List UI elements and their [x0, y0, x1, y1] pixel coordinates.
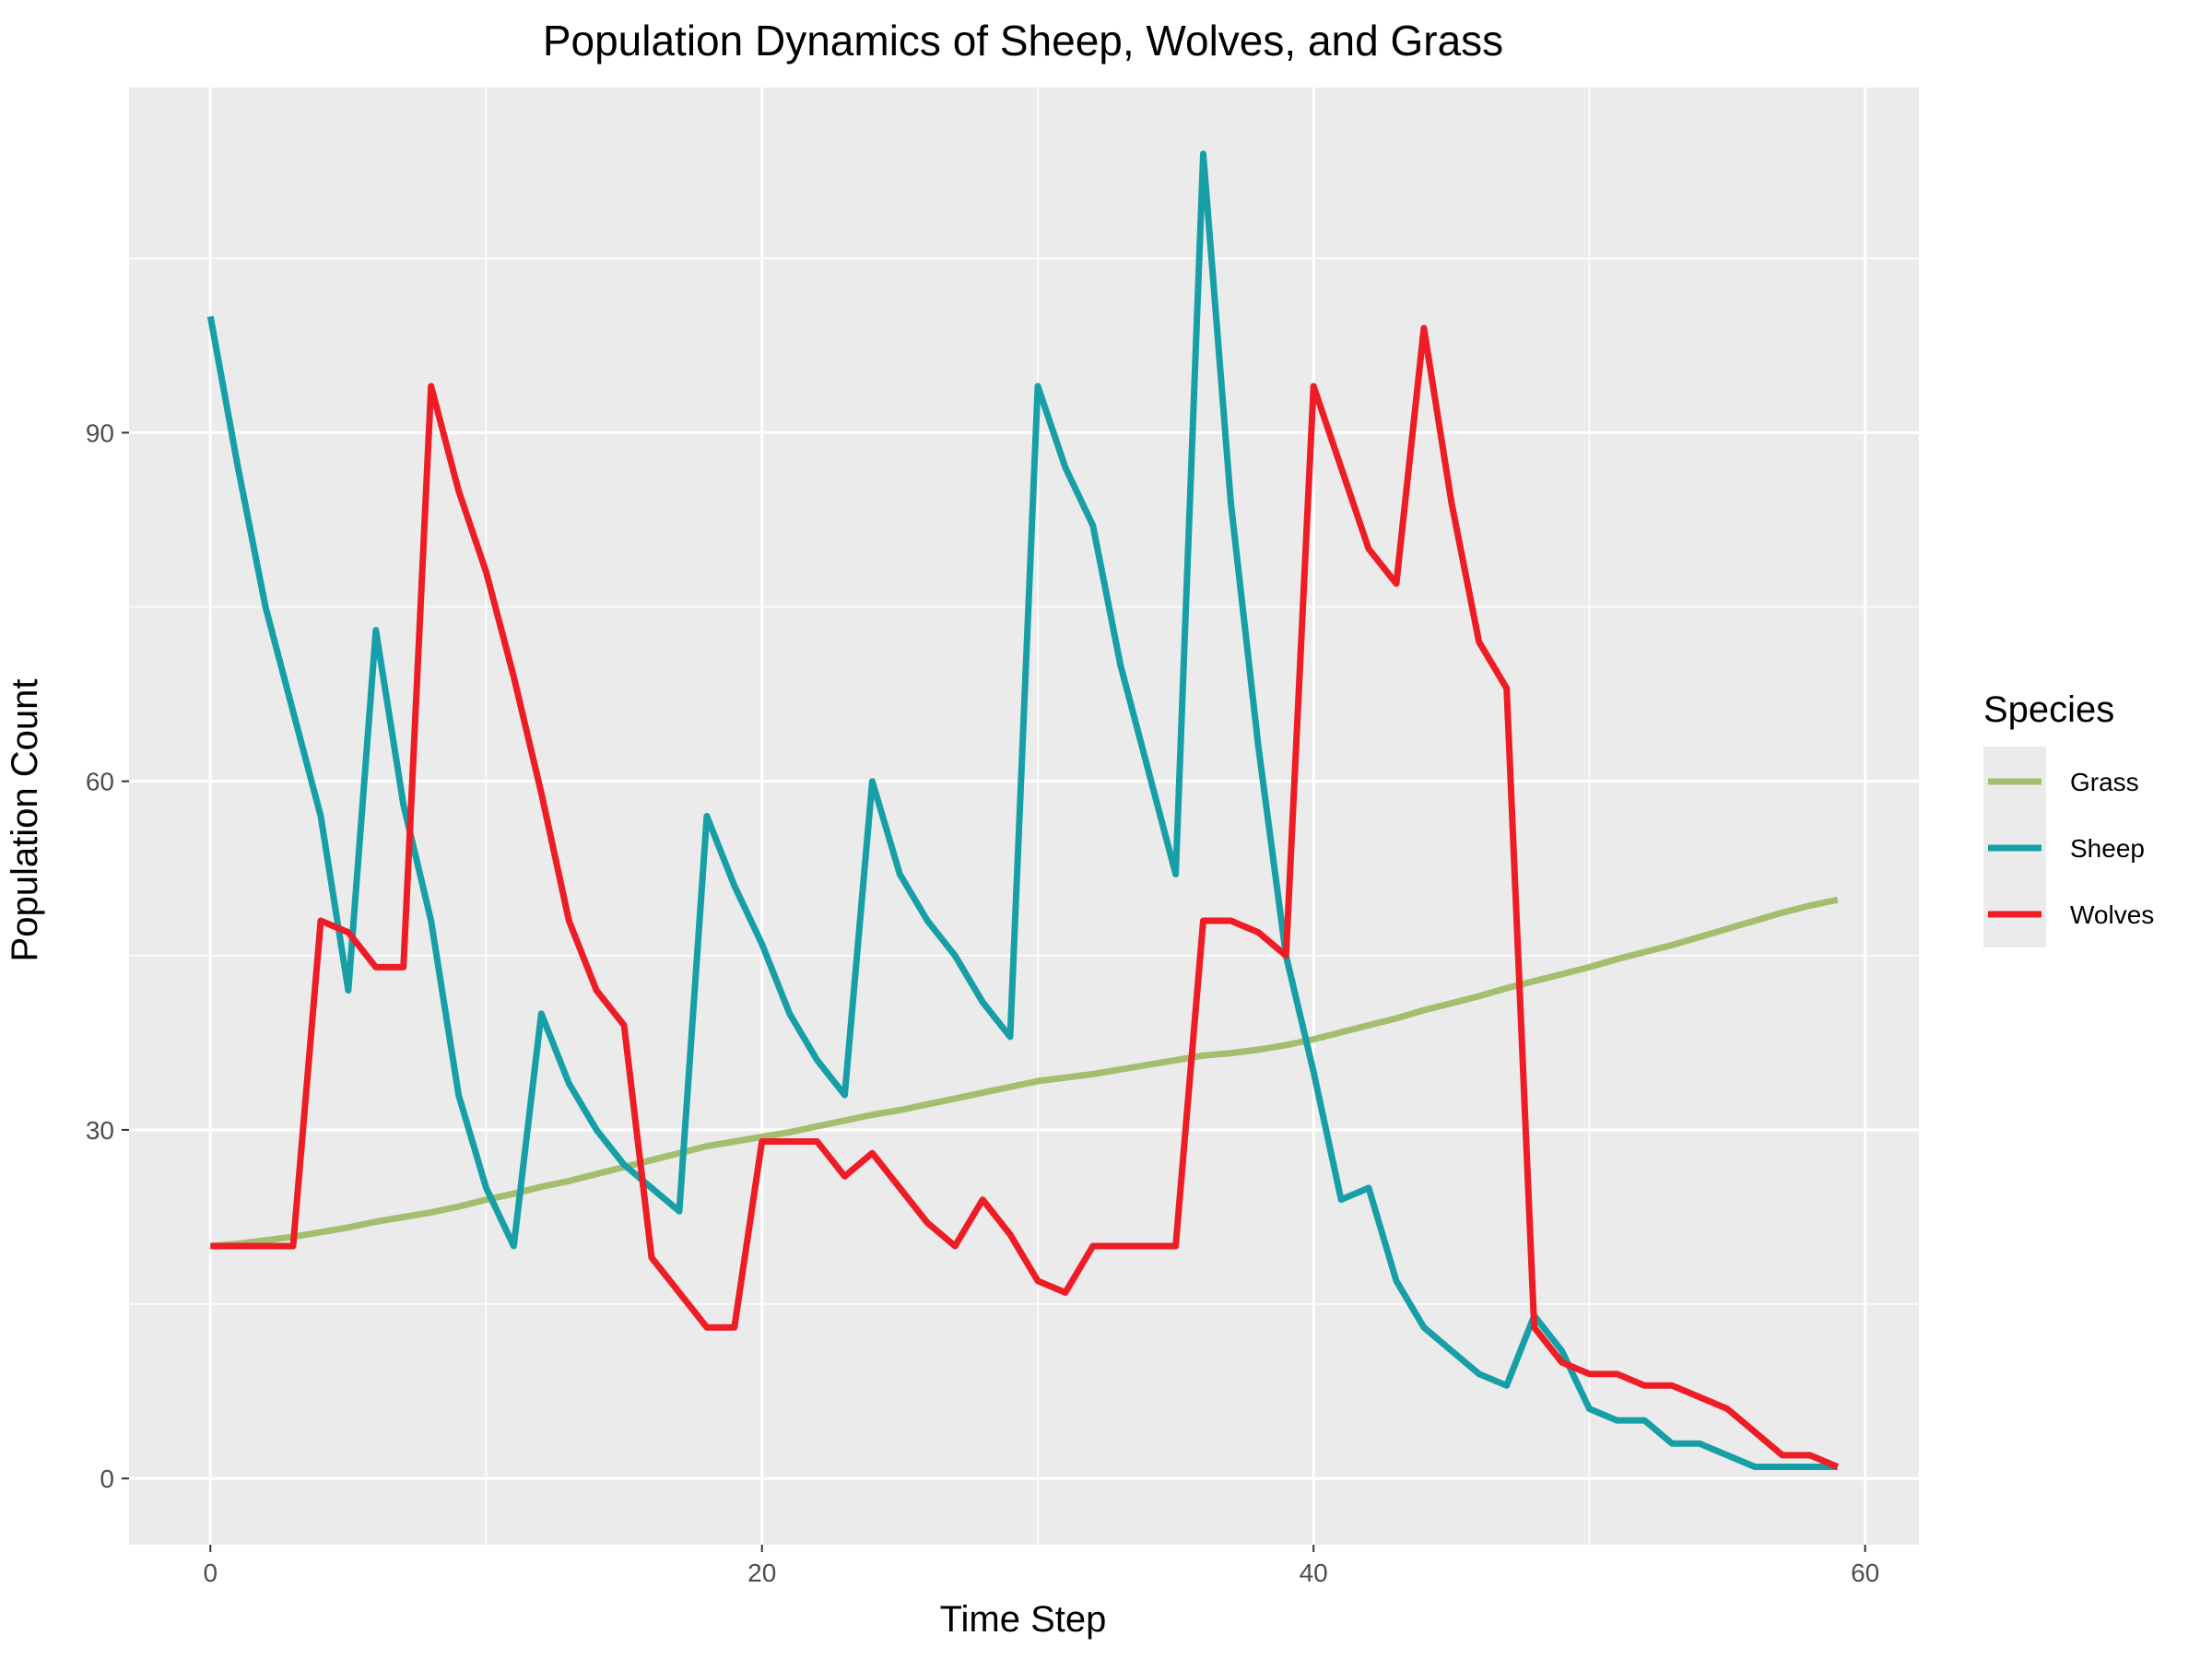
- x-tick-label: 60: [1851, 1559, 1879, 1587]
- legend-label-grass: Grass: [2070, 768, 2139, 796]
- legend-items: Grass Sheep Wolves: [1988, 768, 2154, 929]
- y-axis-ticks: 0 30 60 90: [86, 418, 129, 1493]
- y-tick-label: 60: [86, 768, 114, 796]
- legend: Species Grass Sheep Wolves: [1983, 689, 2154, 947]
- series-lines: [206, 150, 1840, 1470]
- y-axis-title: Population Count: [5, 679, 45, 962]
- chart-title: Population Dynamics of Sheep, Wolves, an…: [543, 17, 1503, 65]
- x-axis-title: Time Step: [940, 1599, 1107, 1640]
- legend-label-sheep: Sheep: [2070, 834, 2145, 863]
- legend-label-wolves: Wolves: [2070, 900, 2154, 929]
- y-tick-label: 0: [100, 1465, 114, 1493]
- y-tick-label: 30: [86, 1116, 114, 1145]
- x-axis-ticks: 0 20 40 60: [203, 1545, 1879, 1587]
- series-line-sheep: [206, 150, 1838, 1470]
- series-line-grass: [210, 896, 1839, 1250]
- x-tick-label: 20: [747, 1559, 776, 1587]
- y-tick-label: 90: [86, 418, 114, 447]
- series-line-wolves: [210, 324, 1840, 1470]
- plot-panel: [129, 88, 1919, 1545]
- legend-title: Species: [1983, 689, 2114, 730]
- grid-minor: [129, 88, 1919, 1545]
- x-tick-label: 40: [1300, 1559, 1328, 1587]
- x-tick-label: 0: [203, 1559, 218, 1587]
